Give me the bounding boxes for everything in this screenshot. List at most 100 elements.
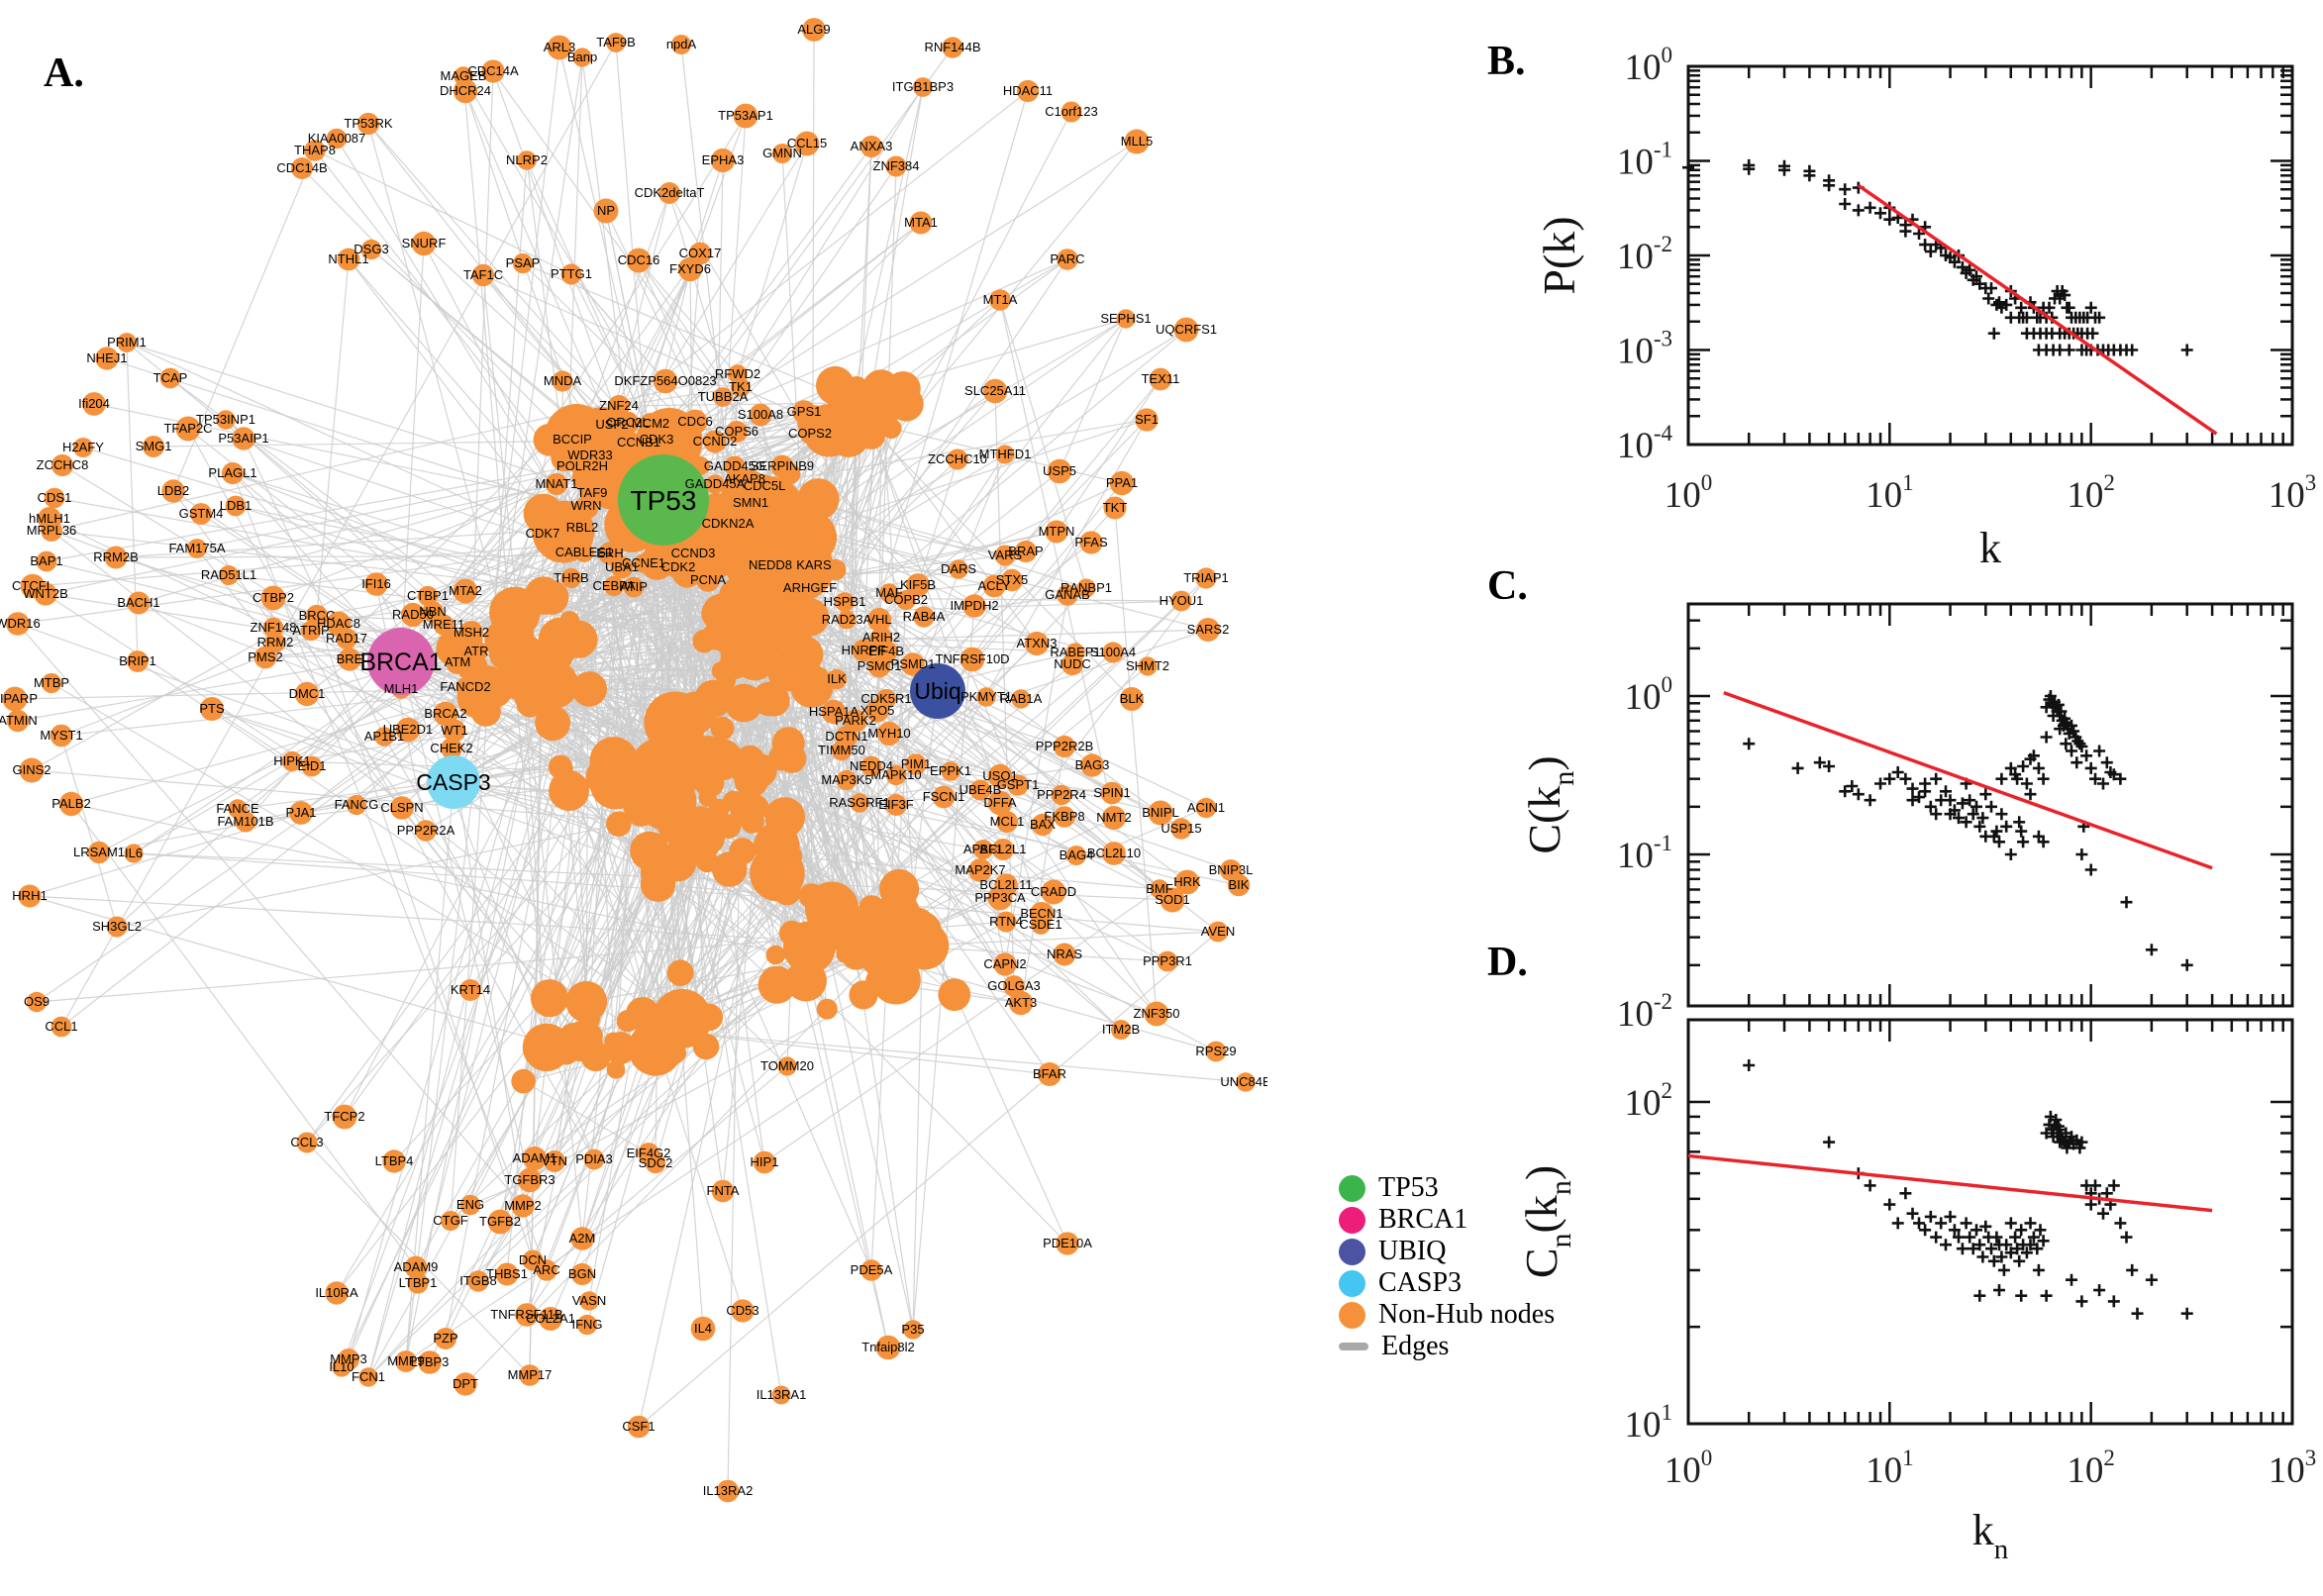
network-node [802, 18, 826, 42]
network-node-label: MMP9 [387, 1353, 425, 1368]
scatter-points [1743, 690, 2193, 971]
network-node [1170, 590, 1192, 612]
network-node [995, 445, 1015, 464]
network-node-label: RFWD2 [715, 366, 760, 381]
network-node [771, 1385, 791, 1405]
network-node-label: COPB2 [884, 592, 928, 607]
network-node-label: TFCP2 [324, 1109, 364, 1124]
network-node-label: Banp [567, 50, 597, 64]
network-node-label: BECN1 [1020, 906, 1062, 921]
network-node-label: PSAP [506, 255, 541, 270]
network-node [539, 1307, 562, 1331]
network-node [711, 1179, 735, 1203]
network-node-label: WT1 [441, 723, 467, 738]
network-node [1080, 753, 1104, 777]
network-node-label: GPS1 [787, 404, 822, 419]
network-node-label: IMPDH2 [950, 598, 998, 613]
network-node-label: BRIP1 [119, 653, 156, 668]
network-node-label: CSDE1 [1019, 917, 1061, 932]
network-node-label: SOD1 [1155, 892, 1189, 907]
network-node-label: MT1A [983, 292, 1018, 307]
panel-b-label: B. [1487, 39, 1526, 84]
network-node-label: HDAC11 [1003, 83, 1053, 98]
network-node [1100, 781, 1124, 805]
network-node [1053, 943, 1076, 966]
network-node [792, 400, 816, 424]
network-node [681, 542, 705, 565]
network-node [407, 1272, 429, 1294]
network-node-label: MSH2 [454, 625, 489, 640]
network-node-label: RABEP1 [1050, 645, 1100, 659]
network-node [574, 543, 594, 562]
network-node-label: BRE [337, 651, 363, 666]
network-node-label: PTTG1 [551, 266, 592, 281]
network-node [987, 885, 1013, 911]
brca1-node-icon [1339, 1206, 1365, 1234]
network-node-label: P53AIP1 [218, 431, 268, 446]
network-node [453, 578, 478, 604]
network-node-label: MAPK10 [870, 767, 921, 782]
network-node [1124, 129, 1150, 154]
network-node [733, 103, 758, 129]
network-node [291, 157, 313, 179]
network-node [658, 182, 680, 204]
network-node [106, 916, 128, 938]
network-node [117, 333, 137, 352]
network-node-label: ZCCHC8 [37, 457, 89, 472]
network-node [996, 811, 1018, 833]
network-node [1160, 887, 1185, 913]
network-node [296, 1132, 318, 1153]
network-node-label: FANCG [335, 797, 379, 812]
network-node [560, 263, 582, 285]
network-node [992, 839, 1014, 860]
network-node-label: SH3GL2 [92, 919, 142, 934]
network-node-label: GADD45G [704, 458, 765, 473]
network-node [942, 37, 963, 58]
network-node [1174, 869, 1200, 895]
network-node-label: GSTM4 [179, 506, 224, 521]
network-node-label: MMP17 [508, 1367, 553, 1382]
network-node-label: FAM175A [168, 541, 225, 555]
network-node [850, 793, 869, 813]
network-node-label: VARS [988, 548, 1023, 562]
network-node-label: RAB1A [1000, 691, 1043, 706]
network-node-label: HSPB1 [824, 594, 866, 609]
network-node [1056, 1232, 1079, 1255]
network-node [852, 639, 875, 662]
network-node-label: UBA1 [605, 559, 639, 574]
network-node [532, 523, 554, 545]
network-node-label: VTN [542, 1153, 567, 1168]
network-node [411, 231, 437, 256]
network-node-label: KRT14 [451, 982, 490, 997]
network-node [1144, 1001, 1169, 1027]
network-node [18, 884, 42, 908]
fit-line [1687, 1153, 2213, 1213]
network-node-label: PALB2 [51, 796, 91, 811]
network-node [867, 608, 891, 632]
network-node [512, 252, 534, 274]
svg-text:10-2: 10-2 [1617, 232, 1672, 277]
network-node [731, 1299, 755, 1323]
network-node-label: IL10 [329, 1359, 354, 1374]
legend-item-label: BRCA1 [1378, 1204, 1468, 1235]
network-node-label: CDK3 [640, 432, 674, 447]
network-node [453, 78, 478, 104]
x-axis-label: kn [1972, 1506, 2009, 1565]
network-node [1148, 800, 1173, 826]
network-node [836, 769, 858, 791]
legend-item-edges: Edges [1339, 1331, 1555, 1361]
network-node [1054, 806, 1075, 828]
network-node [1011, 689, 1031, 709]
network-node-label: NHEJ1 [86, 350, 127, 365]
network-node-label: P35 [901, 1322, 924, 1337]
network-node-label: PPP3R1 [1143, 953, 1192, 968]
network-node-label: MAP3K5 [821, 772, 871, 787]
network-node-label: TIMM50 [818, 743, 865, 757]
network-node-label: AKT3 [1005, 995, 1038, 1010]
svg-text:101: 101 [1866, 1446, 1914, 1491]
network-node-label: COL2A1 [526, 1311, 575, 1326]
network-node-label: APAF1 [963, 842, 1003, 856]
network-node-label: SDC2 [639, 1155, 673, 1170]
network-node [325, 1281, 349, 1305]
